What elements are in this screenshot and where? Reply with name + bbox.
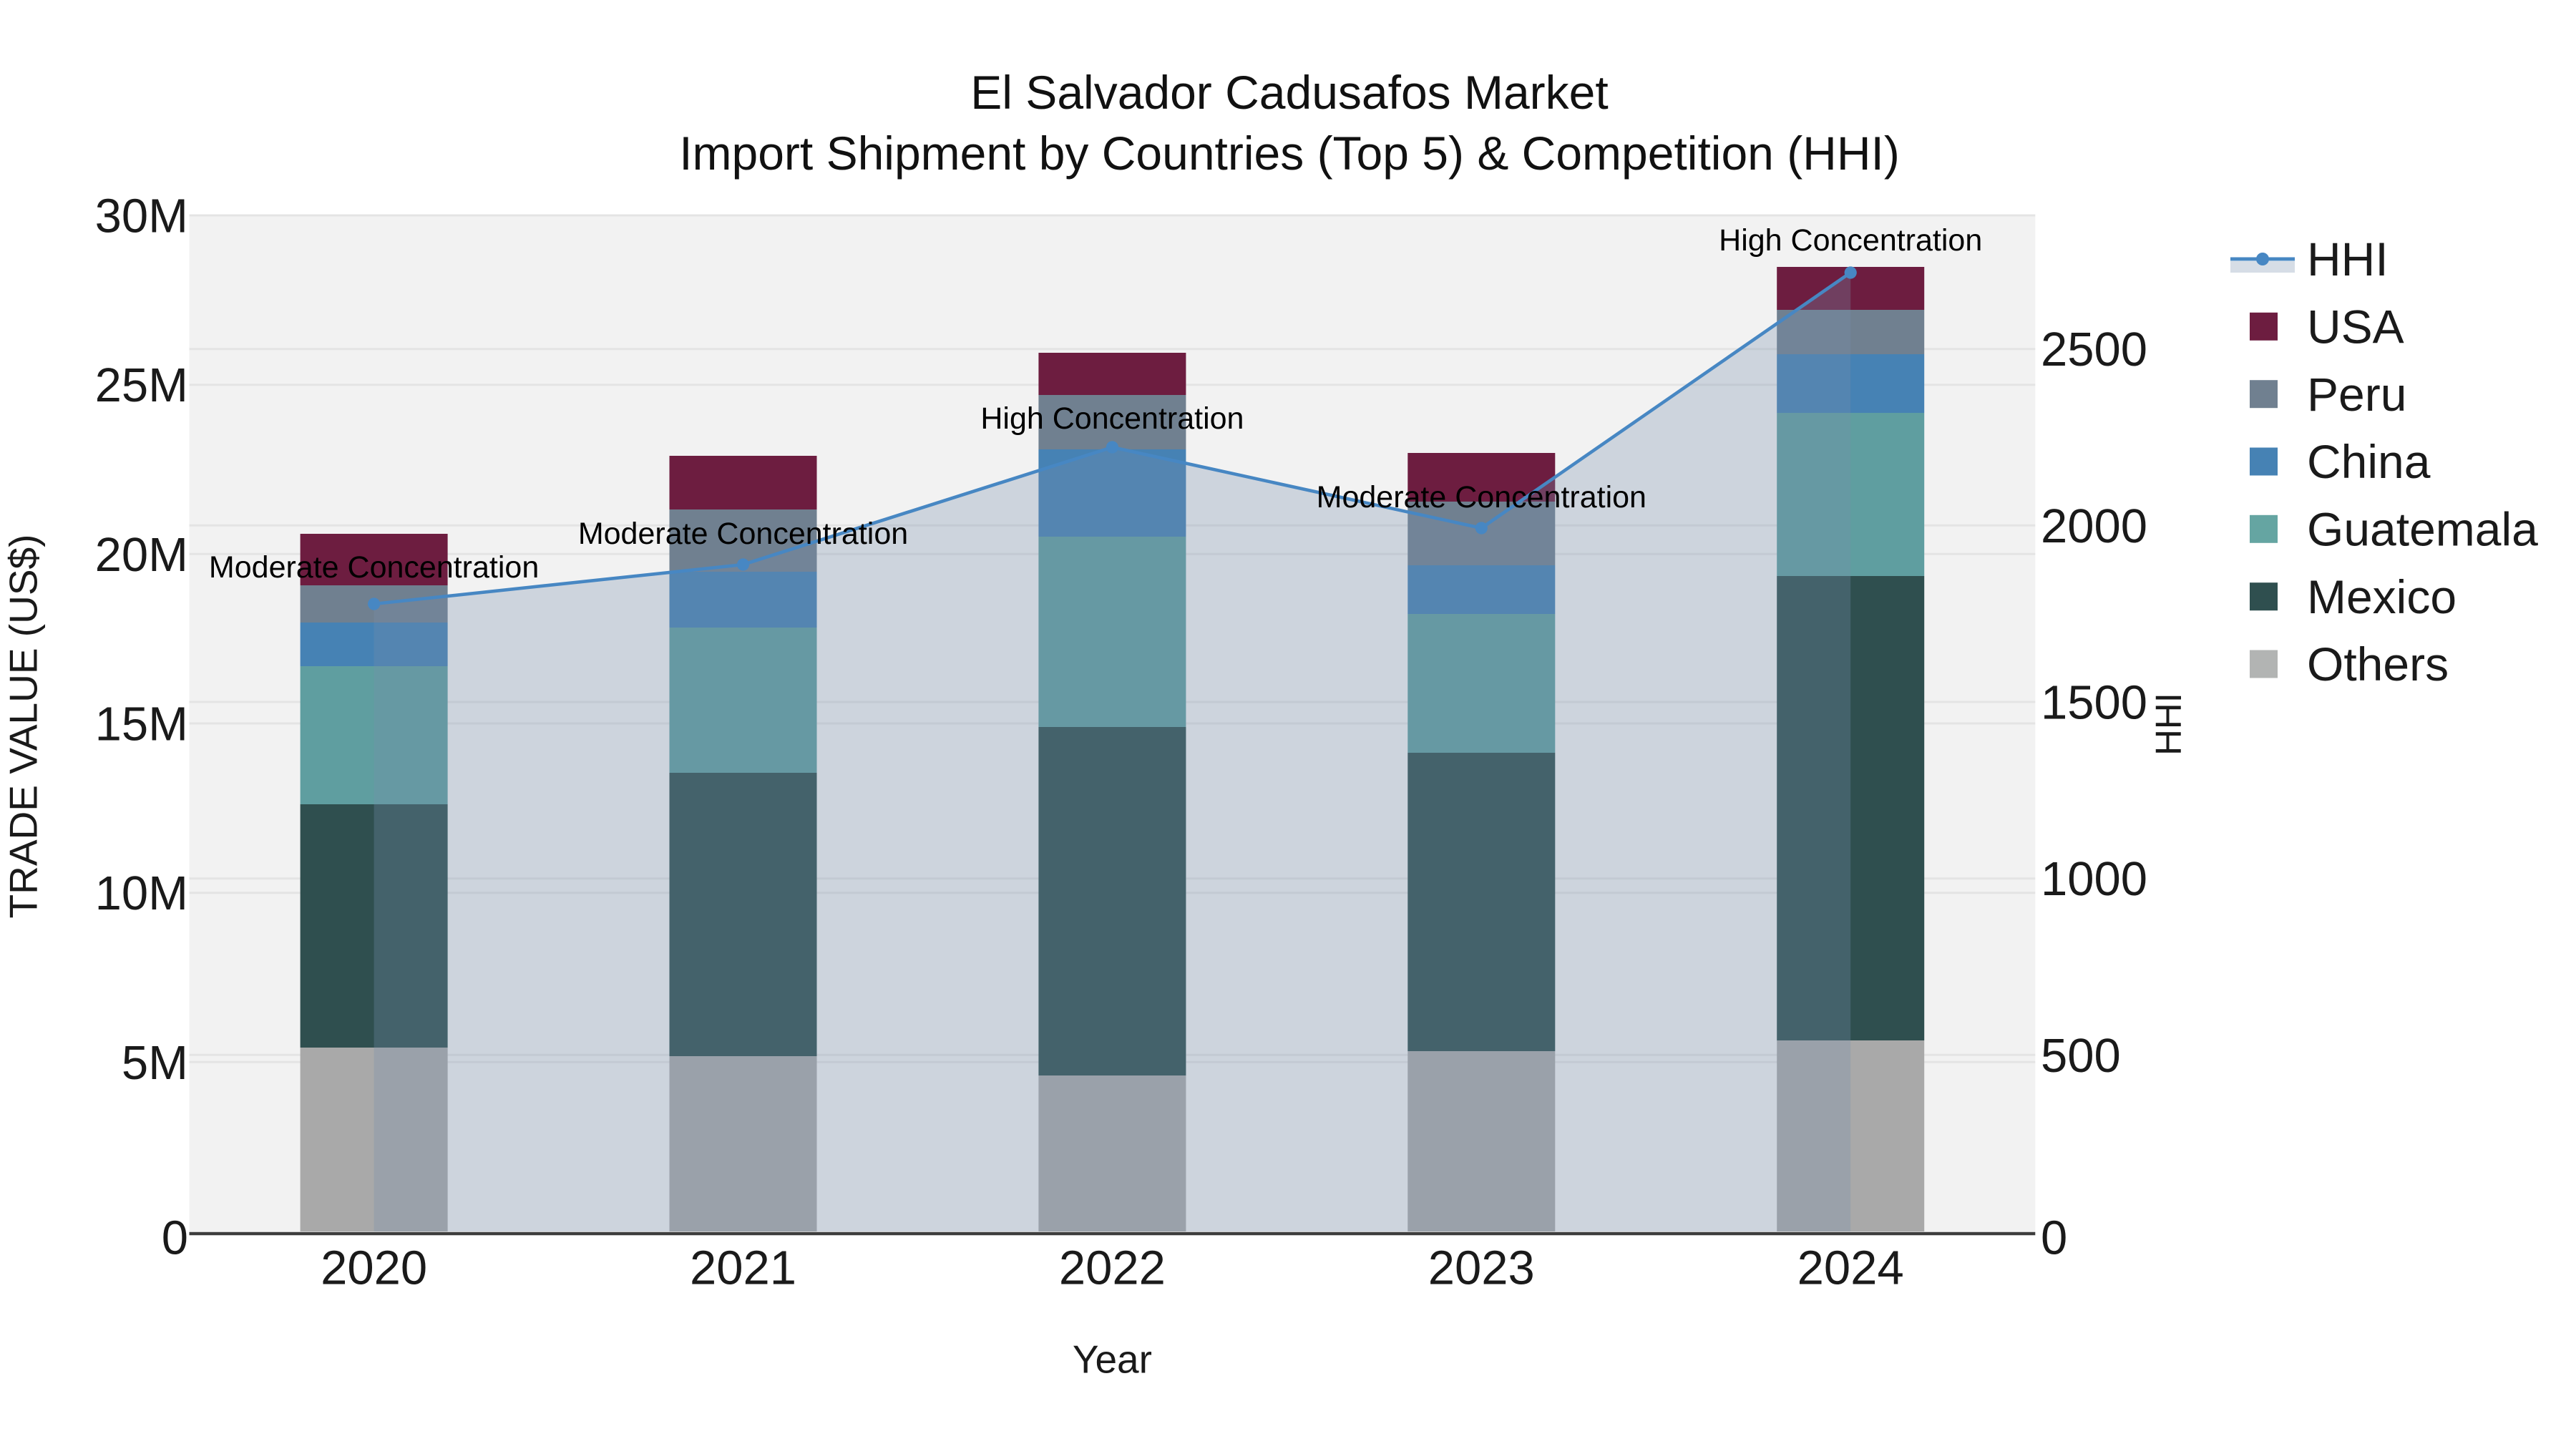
svg-text:Moderate Concentration: Moderate Concentration (1317, 480, 1646, 514)
svg-text:Peru: Peru (2307, 368, 2406, 421)
svg-text:500: 500 (2041, 1029, 2121, 1083)
svg-text:30M: 30M (95, 189, 188, 243)
svg-text:Guatemala: Guatemala (2307, 502, 2538, 555)
svg-text:2024: 2024 (1797, 1241, 1904, 1294)
svg-text:2500: 2500 (2041, 323, 2147, 376)
svg-text:5M: 5M (122, 1036, 188, 1090)
svg-text:2023: 2023 (1428, 1241, 1535, 1294)
svg-text:Moderate Concentration: Moderate Concentration (209, 550, 539, 585)
svg-text:Mexico: Mexico (2307, 570, 2457, 623)
svg-text:0: 0 (2041, 1211, 2067, 1264)
svg-text:25M: 25M (95, 358, 188, 412)
svg-text:2021: 2021 (690, 1241, 796, 1294)
svg-text:1000: 1000 (2041, 852, 2147, 906)
svg-text:Others: Others (2307, 638, 2449, 691)
svg-text:HHI: HHI (2148, 693, 2189, 756)
svg-text:High Concentration: High Concentration (1719, 223, 1982, 258)
svg-text:China: China (2307, 435, 2431, 488)
svg-text:2020: 2020 (321, 1241, 427, 1294)
svg-text:HHI: HHI (2307, 233, 2389, 286)
svg-text:TRADE VALUE (US$): TRADE VALUE (US$) (1, 535, 45, 919)
svg-text:10M: 10M (95, 867, 188, 920)
svg-text:20M: 20M (95, 528, 188, 582)
svg-text:0: 0 (162, 1211, 188, 1264)
svg-text:2022: 2022 (1059, 1241, 1166, 1294)
svg-text:Year: Year (1073, 1337, 1152, 1381)
svg-text:High Concentration: High Concentration (980, 401, 1244, 436)
svg-text:1500: 1500 (2041, 675, 2147, 729)
svg-text:15M: 15M (95, 697, 188, 751)
svg-text:2000: 2000 (2041, 499, 2147, 553)
svg-text:USA: USA (2307, 300, 2404, 353)
svg-text:Import Shipment by Countries (: Import Shipment by Countries (Top 5) & C… (679, 127, 1900, 180)
svg-text:El Salvador Cadusafos Market: El Salvador Cadusafos Market (970, 66, 1608, 119)
svg-text:Moderate Concentration: Moderate Concentration (578, 517, 908, 551)
